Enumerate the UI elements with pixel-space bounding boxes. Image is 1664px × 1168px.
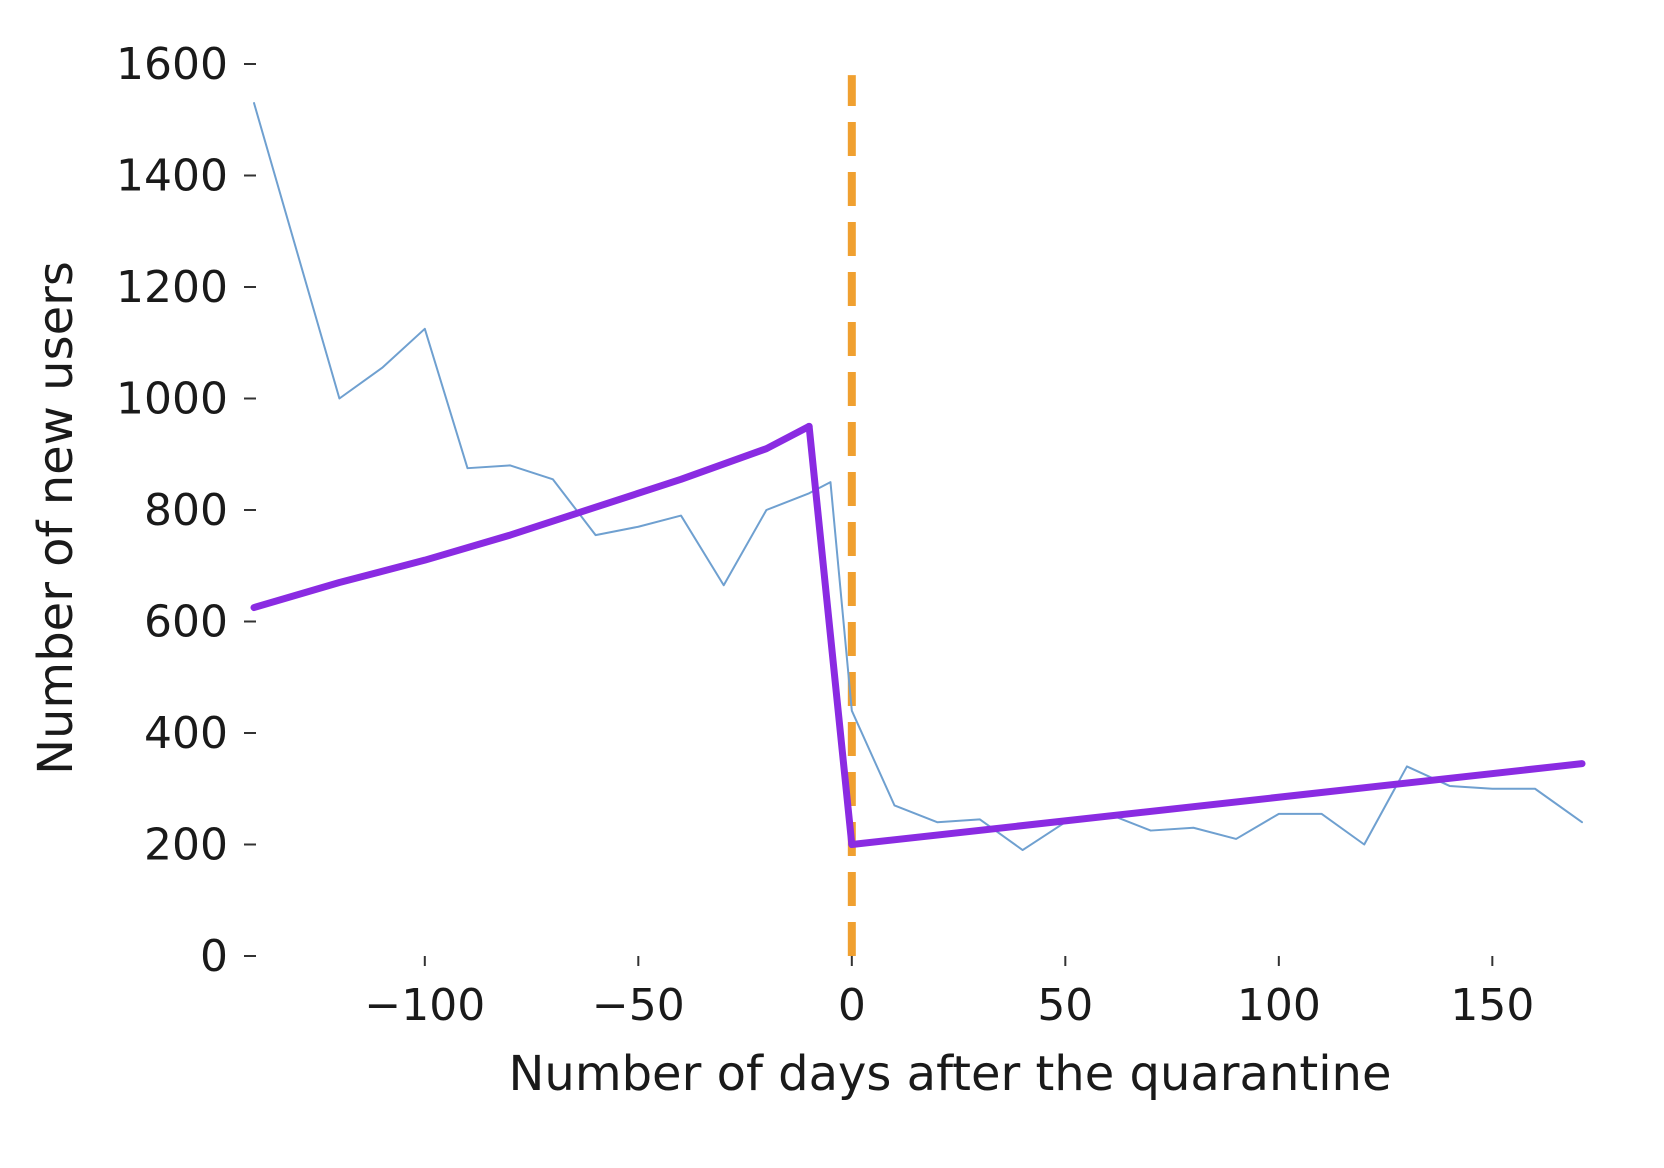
x-axis-label: Number of days after the quarantine xyxy=(509,1046,1392,1102)
series-line-fitted-drop xyxy=(805,422,856,848)
y-tick-label: 400 xyxy=(144,708,228,759)
y-tick-label: 1000 xyxy=(116,374,228,425)
y-tick-label: 200 xyxy=(144,820,228,871)
x-tick-label: −100 xyxy=(364,980,485,1031)
series-line-fitted-pre xyxy=(250,422,813,612)
x-tick-label: 100 xyxy=(1237,980,1321,1031)
y-tick-label: 1600 xyxy=(116,39,228,90)
y-tick-label: 800 xyxy=(144,485,228,536)
y-tick-label: 0 xyxy=(200,931,228,982)
y-tick-label: 1400 xyxy=(116,151,228,202)
series-layer xyxy=(250,102,1586,852)
series-line-fitted-post xyxy=(848,760,1586,848)
series-line-observed xyxy=(253,102,1583,852)
x-axis: −100 −50 0 50 100 150 xyxy=(364,956,1534,1031)
y-tick-label: 600 xyxy=(144,597,228,648)
x-tick-label: −50 xyxy=(592,980,685,1031)
x-tick-label: 50 xyxy=(1037,980,1093,1031)
y-tick-label: 1200 xyxy=(116,262,228,313)
x-tick-label: 150 xyxy=(1450,980,1534,1031)
y-axis: 0 200 400 600 800 1000 1200 1400 1600 xyxy=(116,39,256,982)
y-axis-label: Number of new users xyxy=(28,261,84,775)
x-tick-label: 0 xyxy=(838,980,866,1031)
